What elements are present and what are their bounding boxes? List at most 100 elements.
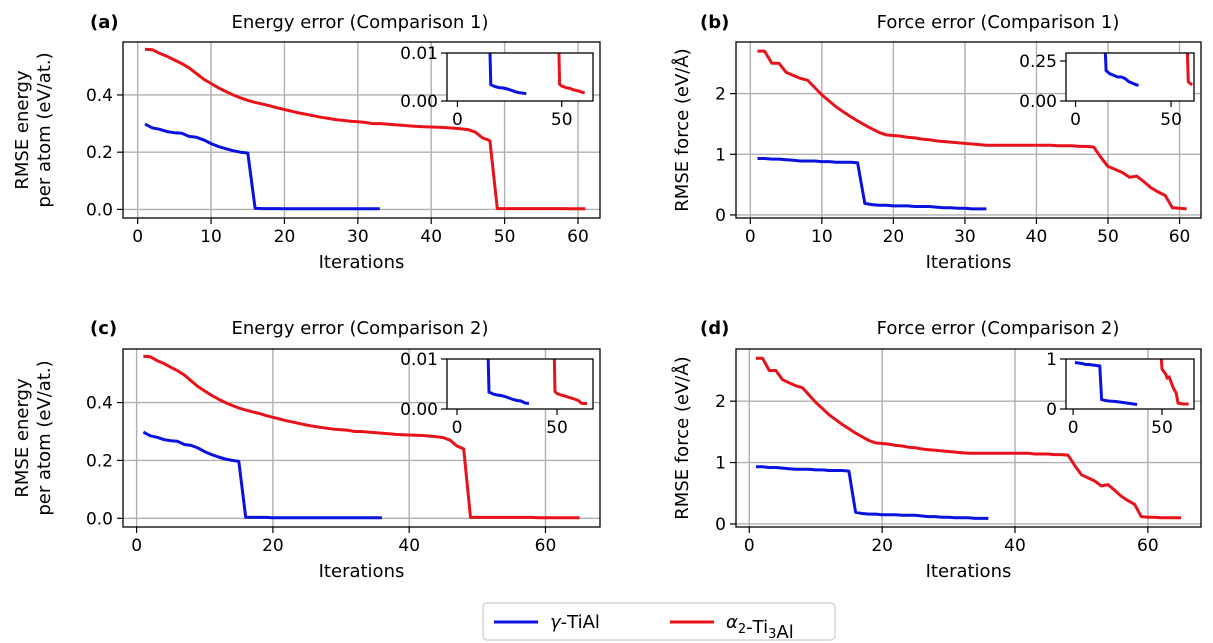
inset-series-line-alpha2 [552,359,587,405]
y-axis-label: RMSE energy [12,378,33,498]
panel-title: Energy error (Comparison 1) [231,12,488,33]
inset-3: 0 50 0 1 [1046,350,1195,438]
panel-letter: (d) [700,318,729,339]
panel-letter: (c) [90,318,117,339]
inset-y-tick-label: 0.25 [1019,52,1057,72]
panel-2: 0 20 40 60 0.0 0.2 0.4 Iterations RMSE energy per… [12,318,601,582]
plot-frame [122,348,601,528]
inset-background [1066,53,1194,101]
series-line-gamma [144,122,380,211]
x-tick-label: 60 [535,536,557,556]
y-tick-label: 0.0 [86,509,113,529]
plot-frame [735,348,1202,528]
x-axis-label: Iterations [926,561,1012,582]
y-axis-label: RMSE force (eV/Å) [671,48,693,211]
y-tick-label: 0.4 [86,86,113,106]
y-axis-label: RMSE energy [12,70,33,190]
inset-x-tick-label: 0 [452,110,463,130]
plot-frame [122,41,601,219]
x-tick-label: 40 [398,536,420,556]
inset-series-line-gamma [1103,53,1139,87]
inset-series-line-gamma [1074,361,1138,406]
y-tick-label: 0.0 [86,200,113,220]
inset-y-tick-label: 0.00 [400,92,438,112]
x-tick-label: 40 [1026,227,1048,247]
y-tick-label: 0.2 [86,143,113,163]
y-tick-label: 0.2 [86,451,113,471]
inset-x-tick-label: 50 [1160,110,1182,130]
inset-0: 0 50 0.00 0.01 [400,44,594,130]
x-tick-label: 30 [954,227,976,247]
x-tick-label: 60 [567,227,589,247]
y-tick-label: 0.4 [86,394,113,414]
series-line-gamma [755,465,989,520]
inset-y-tick-label: 0.01 [400,350,438,370]
y-tick-label: 0 [715,515,726,535]
panel-letter: (a) [90,12,119,33]
inset-x-tick-label: 50 [546,418,568,438]
inset-x-tick-label: 50 [551,110,573,130]
series-line-alpha2 [755,356,1182,520]
inset-series-line-alpha2 [1159,359,1189,406]
inset-y-tick-label: 0.00 [400,400,438,420]
x-tick-label: 0 [745,227,756,247]
legend-label-gamma: γ-TiAl [550,612,600,633]
panel-1: 0 10 20 30 40 50 60 0 1 2 Iterations RMSE force (eV… [671,12,1202,273]
panel-title: Force error (Comparison 2) [877,318,1120,339]
x-tick-label: 50 [494,227,516,247]
x-tick-label: 10 [811,227,833,247]
x-tick-label: 0 [132,227,143,247]
series-line-gamma [142,430,382,520]
inset-frame [1065,358,1195,410]
panel-0: 0 10 20 30 40 50 60 0.0 0.2 0.4 Iterations RMSE ene… [12,12,601,273]
inset-y-tick-label: 0 [1046,400,1057,420]
inset-series-line-alpha2 [1185,53,1194,87]
inset-x-tick-label: 0 [452,418,463,438]
y-axis-label: per atom (eV/at.) [34,52,55,207]
x-tick-label: 30 [347,227,369,247]
panel-title: Energy error (Comparison 2) [231,318,488,339]
series-line-alpha2 [757,49,1187,211]
inset-series-line-alpha2 [557,53,585,95]
x-tick-label: 10 [200,227,222,247]
x-tick-label: 60 [1169,227,1191,247]
legend: γ-TiAl α2-Ti3Al [482,602,836,643]
inset-x-tick-label: 0 [1070,110,1081,130]
y-axis-label: RMSE force (eV/Å) [671,356,693,519]
y-tick-label: 1 [715,145,726,165]
inset-2: 0 50 0.00 0.01 [400,350,594,438]
x-axis-label: Iterations [319,561,405,582]
inset-y-tick-label: 0.00 [1019,92,1057,112]
x-tick-label: 50 [1097,227,1119,247]
inset-frame [1065,52,1195,102]
x-tick-label: 0 [744,536,755,556]
series-line-gamma [757,157,987,211]
panel-title: Force error (Comparison 1) [877,12,1120,33]
series-line-alpha2 [144,47,586,211]
inset-x-tick-label: 0 [1068,418,1079,438]
y-axis-label: per atom (eV/at.) [34,360,55,515]
panel-letter: (b) [700,12,729,33]
inset-x-tick-label: 50 [1151,418,1173,438]
x-tick-label: 40 [420,227,442,247]
x-tick-label: 20 [871,536,893,556]
x-axis-label: Iterations [319,252,405,273]
inset-y-tick-label: 1 [1046,350,1057,370]
x-tick-label: 0 [131,536,142,556]
y-tick-label: 2 [715,392,726,412]
y-tick-label: 0 [715,206,726,226]
x-tick-label: 20 [274,227,296,247]
x-tick-label: 60 [1137,536,1159,556]
series-line-alpha2 [143,354,580,520]
x-axis-label: Iterations [926,252,1012,273]
y-tick-label: 2 [715,85,726,105]
x-tick-label: 20 [262,536,284,556]
y-tick-label: 1 [715,454,726,474]
plot-frame [735,41,1202,219]
legend-frame [482,602,836,641]
inset-1: 0 50 0.00 0.25 [1019,52,1195,130]
inset-series-line-gamma [486,359,530,405]
inset-series-line-gamma [488,53,527,96]
panel-3: 0 20 40 60 0 1 2 Iterations RMSE force (eV/Å) For… [671,318,1202,582]
